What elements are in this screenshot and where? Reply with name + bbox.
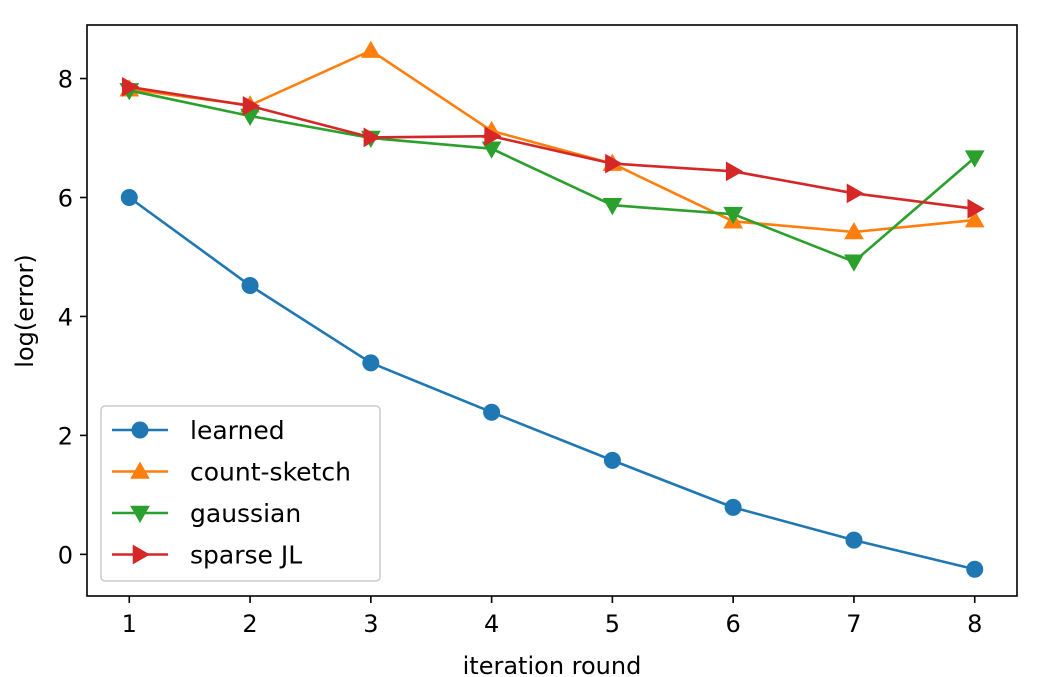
- y-tick-label: 4: [58, 303, 73, 331]
- series-line: [129, 89, 976, 264]
- data-point: [120, 188, 138, 206]
- data-point: [483, 403, 501, 421]
- series-line: [128, 196, 976, 571]
- x-tick-label: 3: [363, 610, 378, 638]
- legend-box: [100, 405, 381, 582]
- data-point: [363, 127, 381, 148]
- legend-label: count-sketch: [190, 458, 351, 487]
- data-point: [966, 560, 984, 578]
- x-tick-label: 4: [484, 610, 499, 638]
- x-tick-label: 8: [967, 610, 982, 638]
- data-point: [845, 531, 863, 549]
- series-learned: [120, 188, 984, 578]
- data-point: [844, 221, 864, 240]
- legend: learned count-sketch gaussian sparse JL: [100, 405, 381, 582]
- y-tick-label: 8: [58, 66, 73, 94]
- y-tick-label: 2: [58, 422, 73, 450]
- x-tick-label: 7: [846, 610, 861, 638]
- data-point: [605, 153, 623, 174]
- data-point: [362, 354, 380, 372]
- data-point: [846, 183, 864, 204]
- x-tick-label: 2: [242, 610, 257, 638]
- legend-marker: [131, 421, 149, 439]
- data-point: [725, 161, 744, 182]
- data-point: [964, 210, 985, 228]
- data-point: [481, 141, 502, 159]
- y-tick-label: 6: [58, 184, 73, 212]
- series-line: [129, 85, 975, 211]
- legend-marker: [132, 544, 151, 565]
- data-point: [360, 40, 381, 58]
- legend-label: learned: [190, 416, 285, 445]
- data-point: [122, 76, 140, 97]
- series-line: [129, 49, 975, 234]
- y-tick-label: 0: [58, 541, 73, 569]
- data-point: [242, 96, 261, 116]
- y-axis-label: log(error): [11, 254, 39, 367]
- data-point: [967, 198, 985, 219]
- legend-marker: [130, 461, 150, 479]
- x-tick-label: 5: [605, 610, 620, 638]
- series-layer: [119, 40, 985, 578]
- x-tick-label: 6: [726, 610, 741, 638]
- data-point: [723, 206, 744, 225]
- data-point: [484, 126, 502, 147]
- x-axis: 1 2 3 4 5 6 7 8: [122, 596, 982, 638]
- series-sparse-JL: [122, 76, 985, 219]
- data-point: [844, 254, 864, 272]
- x-tick-label: 1: [122, 610, 137, 638]
- data-point: [602, 197, 623, 216]
- data-point: [603, 451, 621, 469]
- legend-label: sparse JL: [190, 541, 302, 570]
- data-point: [724, 498, 742, 516]
- data-point: [964, 150, 985, 168]
- legend-label: gaussian: [190, 499, 301, 528]
- data-point: [241, 277, 259, 295]
- y-axis: 0 2 4 6 8: [58, 66, 87, 569]
- x-axis-label: iteration round: [463, 652, 642, 677]
- legend-marker: [130, 505, 150, 524]
